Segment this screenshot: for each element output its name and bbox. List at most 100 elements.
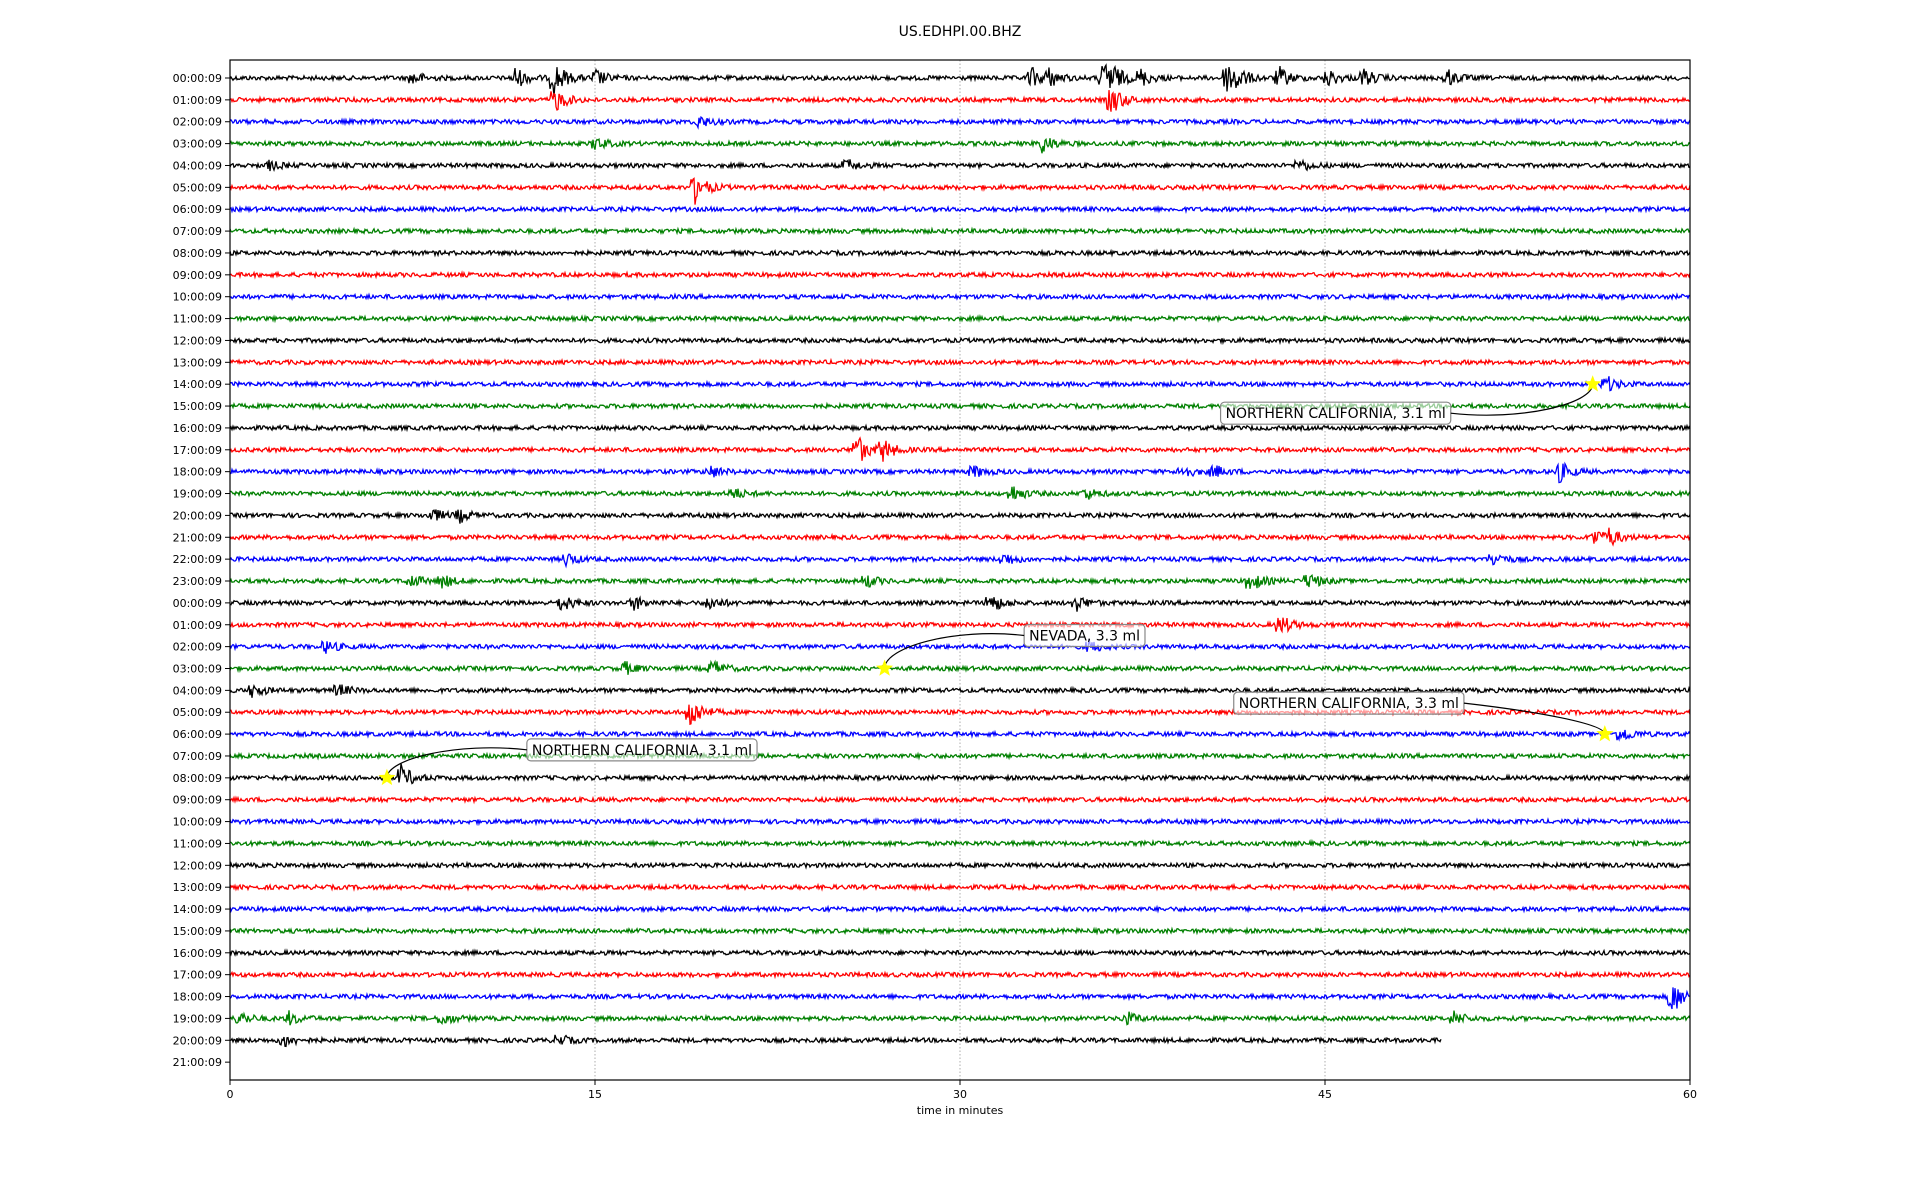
- y-tick-label: 08:00:09: [173, 247, 222, 260]
- trace-row-37: [229, 882, 1691, 892]
- y-tick-label: 11:00:09: [173, 313, 222, 326]
- trace-row-14: [229, 376, 1691, 392]
- y-tick-label: 20:00:09: [173, 509, 222, 522]
- y-tick-label: 03:00:09: [173, 662, 222, 675]
- x-tick-label: 30: [953, 1088, 967, 1101]
- y-tick-label: 18:00:09: [173, 466, 222, 479]
- trace-row-31: [229, 751, 1691, 761]
- trace-row-43: [229, 1010, 1691, 1026]
- trace-row-40: [229, 948, 1691, 958]
- y-tick-label: 01:00:09: [173, 94, 222, 107]
- y-tick-label: 09:00:09: [173, 794, 222, 807]
- trace-row-0: [229, 63, 1691, 97]
- trace-row-28: [229, 684, 1691, 698]
- y-tick-label: 02:00:09: [173, 641, 222, 654]
- annotation-arrow: [1463, 702, 1606, 735]
- trace-row-26: [229, 638, 1691, 654]
- trace-row-25: [229, 617, 1691, 634]
- y-tick-label: 04:00:09: [173, 684, 222, 697]
- trace-row-4: [229, 158, 1690, 173]
- trace-row-12: [229, 335, 1691, 346]
- trace-row-23: [229, 574, 1691, 589]
- star-marker-icon: [876, 659, 894, 676]
- trace-row-7: [229, 226, 1691, 236]
- y-tick-label: 07:00:09: [173, 750, 222, 763]
- y-tick-label: 12:00:09: [173, 859, 222, 872]
- y-tick-label: 14:00:09: [173, 378, 222, 391]
- trace-row-24: [229, 595, 1691, 612]
- y-tick-label: 10:00:09: [173, 816, 222, 829]
- y-tick-label: 13:00:09: [173, 881, 222, 894]
- trace-row-3: [229, 137, 1691, 154]
- y-tick-label: 06:00:09: [173, 728, 222, 741]
- trace-row-22: [229, 553, 1691, 569]
- y-tick-label: 08:00:09: [173, 772, 222, 785]
- y-tick-label: 14:00:09: [173, 903, 222, 916]
- trace-row-9: [229, 270, 1691, 280]
- trace-row-18: [229, 461, 1691, 484]
- y-tick-label: 20:00:09: [173, 1034, 222, 1047]
- x-axis-label: time in minutes: [917, 1104, 1004, 1117]
- trace-row-42: [229, 987, 1691, 1010]
- y-tick-label: 11:00:09: [173, 837, 222, 850]
- x-tick-labels: 0 15 30 45 60: [227, 1080, 1697, 1101]
- y-tick-label: 17:00:09: [173, 969, 222, 982]
- trace-row-8: [229, 248, 1691, 258]
- y-tick-label: 22:00:09: [173, 553, 222, 566]
- annotation-arrow: [1450, 384, 1594, 416]
- trace-row-20: [229, 509, 1691, 524]
- y-tick-label: 12:00:09: [173, 334, 222, 347]
- y-tick-label: 13:00:09: [173, 356, 222, 369]
- trace-row-35: [229, 838, 1691, 849]
- x-tick-label: 60: [1683, 1088, 1697, 1101]
- grid-lines: [594, 60, 1326, 1080]
- x-tick-label: 45: [1318, 1088, 1332, 1101]
- y-tick-label: 10:00:09: [173, 291, 222, 304]
- x-tick-label: 15: [588, 1088, 602, 1101]
- annotation-label: NORTHERN CALIFORNIA, 3.1 ml: [1226, 406, 1446, 422]
- chart-title: US.EDHPI.00.BHZ: [899, 24, 1022, 40]
- annotation-arrow: [883, 633, 1025, 669]
- trace-row-44: [229, 1034, 1442, 1048]
- star-marker-icon: [1596, 725, 1614, 742]
- trace-row-41: [229, 970, 1691, 980]
- y-tick-label: 00:00:09: [173, 597, 222, 610]
- event-annotation: NEVADA, 3.3 ml: [876, 623, 1146, 676]
- annotation-label: NORTHERN CALIFORNIA, 3.3 ml: [1239, 696, 1459, 712]
- trace-row-32: [229, 763, 1691, 785]
- trace-row-13: [229, 357, 1691, 368]
- y-tick-labels: 00:00:09 01:00:09 02:00:09 03:00:09 04:00:09…: [173, 72, 230, 1069]
- y-tick-label: 01:00:09: [173, 619, 222, 632]
- trace-row-17: [229, 436, 1691, 462]
- event-annotation: NORTHERN CALIFORNIA, 3.1 ml: [1219, 375, 1602, 425]
- y-tick-label: 05:00:09: [173, 706, 222, 719]
- y-tick-label: 21:00:09: [173, 1056, 222, 1069]
- y-tick-label: 04:00:09: [173, 159, 222, 172]
- y-tick-label: 02:00:09: [173, 116, 222, 129]
- trace-row-10: [229, 292, 1691, 302]
- y-tick-label: 06:00:09: [173, 203, 222, 216]
- y-tick-label: 09:00:09: [173, 269, 222, 282]
- trace-row-1: [229, 90, 1691, 112]
- annotation-arrow: [386, 747, 527, 778]
- y-tick-label: 19:00:09: [173, 488, 222, 501]
- y-tick-label: 21:00:09: [173, 531, 222, 544]
- trace-row-6: [229, 204, 1691, 214]
- y-tick-label: 05:00:09: [173, 181, 222, 194]
- y-tick-label: 17:00:09: [173, 444, 222, 457]
- trace-row-2: [229, 115, 1691, 130]
- y-tick-label: 07:00:09: [173, 225, 222, 238]
- y-tick-label: 03:00:09: [173, 138, 222, 151]
- star-marker-icon: [378, 768, 396, 786]
- trace-row-38: [229, 904, 1691, 914]
- event-annotations: NORTHERN CALIFORNIA, 3.1 ml NEVADA, 3.3 m…: [378, 375, 1614, 786]
- star-marker-icon: [1584, 375, 1602, 392]
- event-annotation: NORTHERN CALIFORNIA, 3.3 ml: [1233, 691, 1614, 742]
- annotation-label: NORTHERN CALIFORNIA, 3.1 ml: [532, 743, 752, 759]
- trace-row-34: [229, 817, 1691, 827]
- y-tick-label: 23:00:09: [173, 575, 222, 588]
- y-tick-label: 15:00:09: [173, 400, 222, 413]
- trace-row-21: [229, 527, 1691, 547]
- y-tick-label: 15:00:09: [173, 925, 222, 938]
